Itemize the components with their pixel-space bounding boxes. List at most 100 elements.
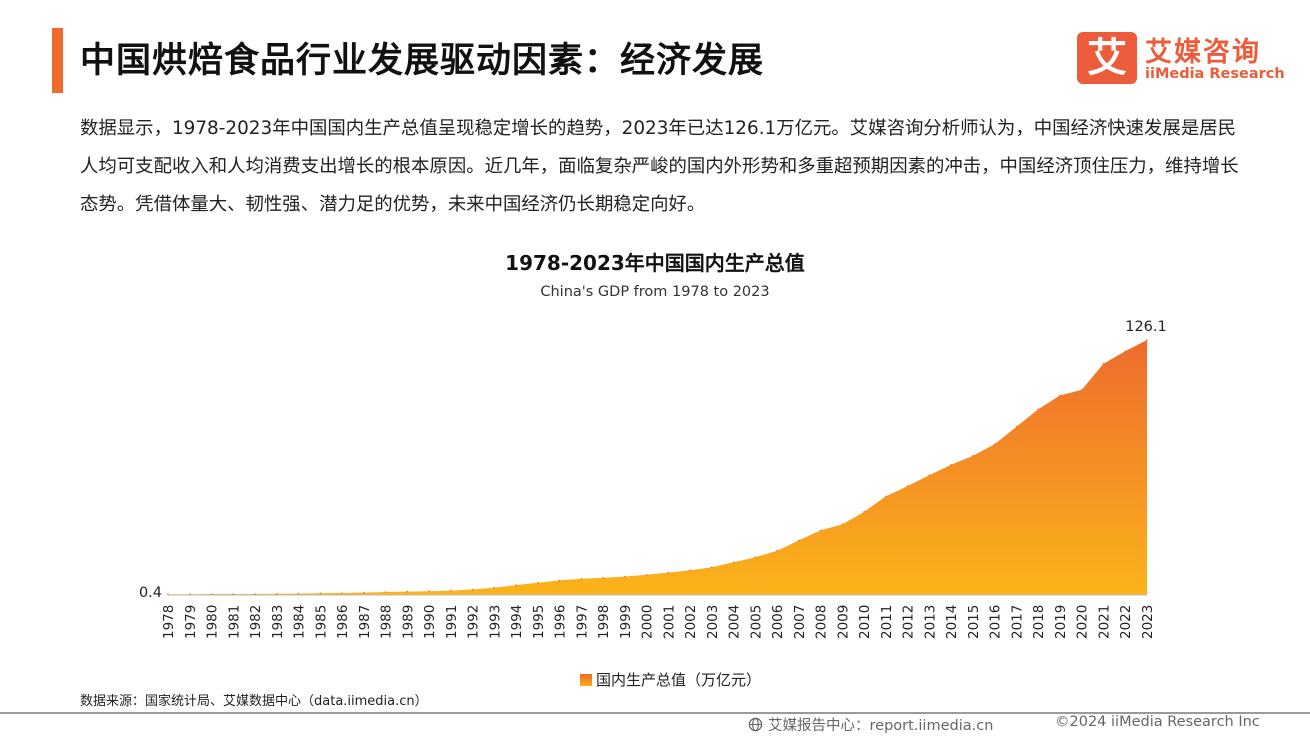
- data-point: [732, 561, 735, 563]
- x-tick-label: 2006: [770, 605, 786, 639]
- logo-mark: 艾: [1077, 32, 1137, 84]
- data-point: [558, 579, 561, 582]
- x-tick-label: 1984: [292, 605, 308, 639]
- x-tick-label: 2021: [1096, 605, 1112, 639]
- x-tick-label: 2012: [901, 605, 917, 639]
- report-center: 艾媒报告中心：report.iimedia.cn: [748, 714, 993, 735]
- data-source: 数据来源：国家统计局、艾媒数据中心（data.iimedia.cn）: [80, 694, 428, 709]
- x-tick-label: 2000: [640, 605, 656, 639]
- data-point: [363, 591, 365, 594]
- data-point: [645, 574, 648, 576]
- x-tick-label: 1986: [335, 605, 351, 639]
- x-tick-label: 1998: [596, 605, 612, 639]
- data-point: [885, 495, 887, 498]
- x-tick-label: 2004: [727, 605, 743, 639]
- x-tick-label: 2002: [683, 605, 699, 639]
- data-point: [624, 575, 626, 578]
- data-point: [297, 592, 300, 595]
- x-tick-label: 2008: [814, 605, 830, 639]
- x-tick-label: 1979: [183, 605, 199, 639]
- x-tick-label: 2009: [835, 605, 851, 639]
- data-point: [580, 578, 583, 580]
- page-title: 中国烘焙食品行业发展驱动因素：经济发展: [80, 41, 765, 81]
- x-tick-label: 1988: [379, 605, 395, 639]
- data-point: [1080, 389, 1083, 391]
- x-tick-label: 2011: [879, 605, 895, 639]
- data-point: [776, 549, 778, 552]
- legend-label: 国内生产总值（万亿元）: [596, 671, 762, 689]
- x-tick-label: 2005: [748, 605, 764, 639]
- data-point: [341, 592, 343, 594]
- x-tick-label: 2010: [857, 605, 873, 639]
- x-tick-label: 1999: [618, 605, 634, 639]
- copyright: ©2024 iiMedia Research Inc: [1055, 714, 1260, 730]
- x-tick-label: 1991: [444, 605, 460, 639]
- data-point: [689, 569, 691, 572]
- data-point: [450, 589, 452, 592]
- data-point: [863, 510, 865, 513]
- x-tick-label: 1983: [270, 605, 286, 639]
- legend-swatch: [580, 674, 592, 686]
- data-point: [537, 581, 539, 584]
- footer-divider: [0, 712, 1310, 714]
- logo-text-cn: 艾媒咨询: [1145, 37, 1261, 68]
- chart-legend: 国内生产总值（万亿元）: [580, 669, 761, 690]
- x-tick-label: 1982: [248, 605, 264, 639]
- data-point: [1059, 394, 1061, 397]
- data-point: [493, 586, 496, 589]
- x-tick-label: 1985: [313, 605, 329, 639]
- data-point: [319, 592, 322, 594]
- data-point: [798, 539, 800, 542]
- report-site-link[interactable]: 艾媒报告中心：report.iimedia.cn: [768, 718, 994, 734]
- x-tick-label: 1989: [400, 605, 416, 639]
- x-tick-label: 2020: [1075, 605, 1091, 639]
- data-point: [1102, 362, 1105, 365]
- x-tick-label: 1981: [226, 605, 242, 639]
- x-tick-label: 2003: [705, 605, 721, 639]
- x-tick-label: 1993: [487, 605, 503, 639]
- data-point: [841, 523, 844, 526]
- data-point: [276, 593, 278, 595]
- x-tick-label: 1995: [531, 605, 547, 639]
- x-tick-label: 2019: [1053, 605, 1069, 639]
- chart-title: 1978-2023年中国国内生产总值: [505, 251, 805, 275]
- chart-subtitle: China's GDP from 1978 to 2023: [540, 284, 770, 300]
- x-tick-label: 2022: [1118, 605, 1134, 639]
- iimedia-logo: 艾 艾媒咨询 iiMedia Research: [1077, 32, 1287, 86]
- gdp-area-series: [168, 340, 1147, 595]
- data-point: [471, 588, 474, 591]
- data-point: [254, 593, 256, 595]
- x-tick-label: 2007: [792, 605, 808, 639]
- data-point: [819, 529, 822, 532]
- x-tick-label: 2001: [661, 605, 677, 639]
- x-tick-label: 1996: [553, 605, 569, 639]
- x-tick-label: 1978: [161, 605, 177, 639]
- logo-text-en: iiMedia Research: [1145, 66, 1285, 82]
- x-tick-label: 2014: [944, 605, 960, 639]
- data-point: [210, 593, 213, 595]
- x-tick-label: 1992: [466, 605, 482, 639]
- data-point: [602, 577, 604, 579]
- data-point: [384, 591, 387, 593]
- x-tick-label: 2018: [1031, 605, 1047, 639]
- data-point: [711, 566, 713, 569]
- data-point: [515, 584, 517, 586]
- x-tick-label: 1980: [205, 605, 221, 639]
- x-tick-label: 2023: [1140, 605, 1156, 639]
- x-tick-label: 1987: [357, 605, 373, 639]
- data-point: [1124, 350, 1126, 353]
- data-point: [428, 590, 430, 592]
- x-tick-label: 1990: [422, 605, 438, 639]
- data-point: [972, 454, 974, 457]
- x-tick-label: 2015: [966, 605, 982, 639]
- x-tick-label: 2013: [922, 605, 938, 639]
- data-point: [232, 593, 235, 595]
- data-point: [928, 474, 931, 476]
- data-point: [1146, 339, 1148, 341]
- x-tick-label: 2017: [1009, 605, 1025, 639]
- x-tick-label: 1997: [574, 605, 590, 639]
- data-point: [950, 464, 952, 466]
- x-tick-label: 1994: [509, 605, 525, 639]
- intro-paragraph: 数据显示，1978-2023年中国国内生产总值呈现稳定增长的趋势，2023年已达…: [80, 118, 1239, 215]
